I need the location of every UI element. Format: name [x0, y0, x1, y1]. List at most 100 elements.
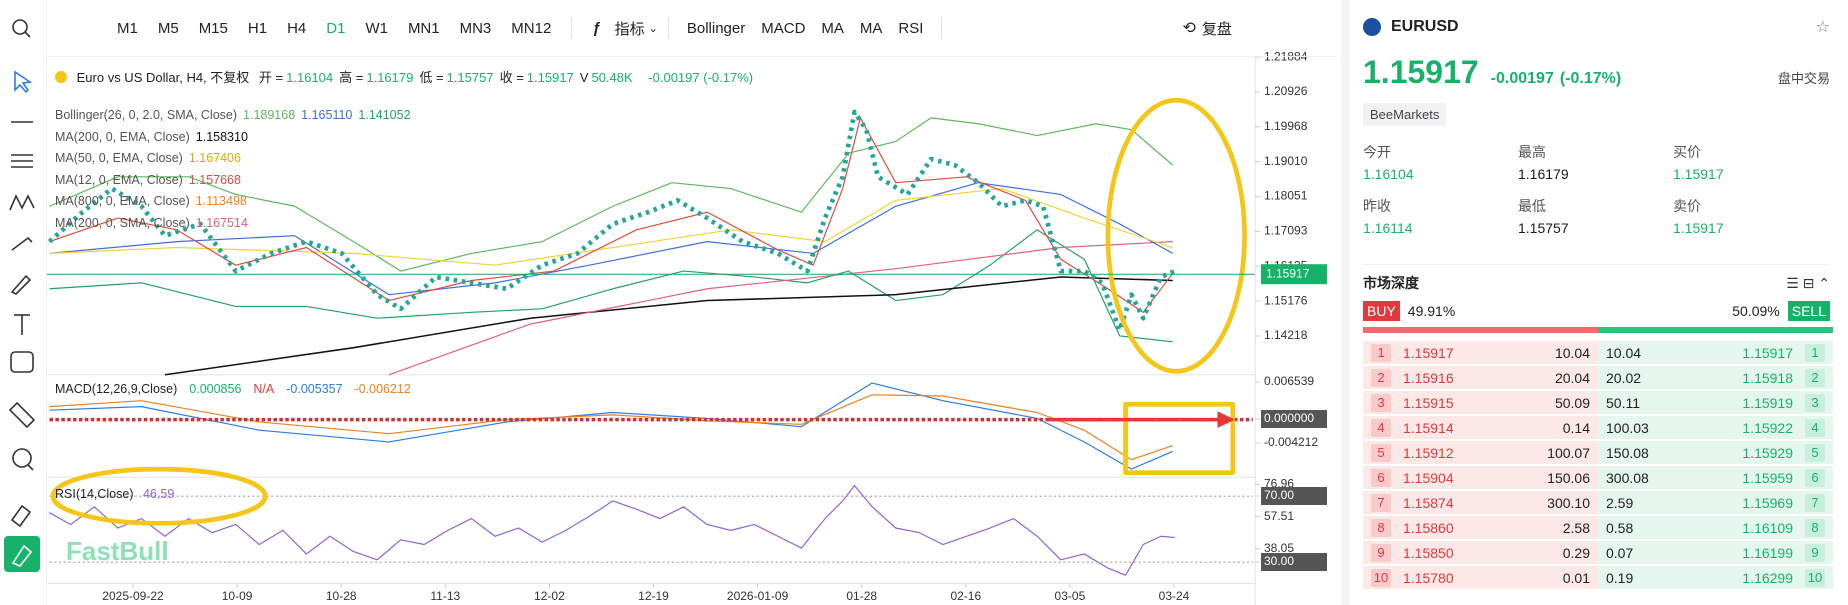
timeframe-button[interactable]: MN12: [511, 19, 552, 37]
favorite-star[interactable]: ☆: [1815, 19, 1830, 36]
date-label: 02-16: [950, 589, 981, 603]
timeframe-button[interactable]: M5: [157, 19, 179, 37]
sell-label: SELL: [1787, 301, 1830, 321]
broker-tag: BeeMarkets: [1363, 103, 1447, 126]
bid-volume: 100.07: [1547, 444, 1590, 461]
timeframe-button[interactable]: M1: [117, 19, 138, 37]
date-label: 10-28: [326, 589, 357, 603]
field-label: 低 =: [419, 70, 444, 85]
depth-ratio-bar: [1363, 327, 1833, 333]
bid-side: 7 1.15874 300.10: [1363, 491, 1598, 514]
ask-volume: 0.19: [1606, 569, 1634, 586]
bid-index: 6: [1371, 468, 1391, 487]
rsi-tick-label: 70.00: [1264, 488, 1294, 502]
ask-price: 1.16199: [1742, 544, 1793, 561]
book-row: 4 1.15914 0.14 100.03 1.15922 4: [1363, 415, 1833, 440]
bid-index: 3: [1371, 393, 1391, 412]
indicator-button[interactable]: MA: [859, 19, 883, 37]
book-row: 8 1.15860 2.58 0.58 1.16109 8: [1363, 515, 1833, 540]
study-value: 1.157668: [188, 172, 241, 187]
ask-price: 1.15959: [1742, 469, 1793, 486]
book-row: 7 1.15874 300.10 2.59 1.15969 7: [1363, 490, 1833, 515]
stats-row: 昨收 1.16114 最低 1.15757 卖价 1.15917: [1363, 196, 1830, 236]
ask-price: 1.15918: [1742, 369, 1793, 386]
indicator-menu[interactable]: 指标: [614, 20, 645, 38]
indicator-button[interactable]: Bollinger: [686, 19, 746, 37]
ask-volume: 20.02: [1606, 369, 1642, 386]
timeframe-button[interactable]: D1: [326, 19, 346, 37]
bid-price: 1.15850: [1403, 544, 1454, 561]
study-legend: MA(800, 0, EMA, Close) 1.113498: [55, 194, 253, 208]
rsi-tick-label: 38.05: [1264, 541, 1294, 555]
bid-price: 1.15860: [1403, 519, 1454, 536]
ask-side: 0.58 1.16109 8: [1598, 516, 1833, 539]
indicator-button[interactable]: MACD: [761, 19, 806, 37]
indicator-button[interactable]: RSI: [898, 19, 924, 37]
date-label: 03-05: [1055, 589, 1086, 603]
date-label: 12-02: [534, 589, 565, 603]
bid-volume: 10.04: [1554, 344, 1590, 361]
stat: 买价 1.15917: [1673, 142, 1828, 182]
replay-button[interactable]: 复盘: [1201, 20, 1232, 38]
timeframe-button[interactable]: H1: [247, 19, 268, 37]
ask-side: 100.03 1.15922 4: [1598, 416, 1833, 439]
date-label: 01-28: [846, 589, 877, 603]
stat-label: 最高: [1518, 144, 1546, 160]
bid-price: 1.15780: [1403, 569, 1454, 586]
rsi-tick-box: [1261, 486, 1327, 505]
symbol: EURUSD: [1391, 18, 1459, 35]
ask-side: 20.02 1.15918 2: [1598, 366, 1833, 389]
ask-price: 1.15929: [1742, 444, 1793, 461]
timeframe-button[interactable]: W1: [365, 19, 388, 37]
price-tick-label: 1.19010: [1264, 154, 1308, 168]
bid-side: 4 1.15914 0.14: [1363, 416, 1598, 439]
study-name: MA(200, 0, EMA, Close): [55, 129, 190, 144]
field-label: V: [579, 70, 589, 85]
bid-price: 1.15917: [1403, 344, 1454, 361]
bid-side: 2 1.15916 20.04: [1363, 366, 1598, 389]
ask-price: 1.15919: [1742, 394, 1793, 411]
price-tick-label: 1.19968: [1264, 119, 1308, 133]
stat-value: 1.15917: [1673, 166, 1724, 182]
book-row: 10 1.15780 0.01 0.19 1.16299 10: [1363, 565, 1833, 590]
bid-volume: 0.14: [1562, 419, 1590, 436]
quote-stats: 今开 1.16104 最高 1.16179 买价 1.15917 昨收 1.16114 最低 1.…: [1363, 142, 1830, 236]
price-change-pct: (-0.17%): [1559, 70, 1622, 87]
bid-volume: 20.04: [1554, 369, 1590, 386]
price-tick-label: 1.15176: [1264, 293, 1308, 307]
bid-price: 1.15904: [1403, 469, 1454, 486]
bid-price: 1.15912: [1403, 444, 1454, 461]
rsi-tick-box: [1261, 553, 1327, 572]
stat: 昨收 1.16114: [1363, 196, 1518, 236]
timeframe-button[interactable]: MN3: [459, 19, 492, 37]
timeframe-button[interactable]: H4: [287, 19, 307, 37]
indicator-button[interactable]: MA: [821, 19, 844, 37]
macd-value: N/A: [253, 382, 275, 396]
macd-legend: MACD(12,26,9,Close) 0.000856 N/A -0.005357-…: [55, 382, 423, 396]
bid-volume: 50.09: [1554, 394, 1590, 411]
ask-volume: 10.04: [1606, 344, 1642, 361]
timeframe-button[interactable]: M15: [198, 19, 228, 37]
ask-volume: 100.03: [1606, 419, 1649, 436]
ask-volume: 150.08: [1606, 444, 1649, 461]
chart-canvas: 1.218841.209261.199681.190101.180511.170…: [47, 49, 1327, 605]
book-row: 3 1.15915 50.09 50.11 1.15919 3: [1363, 390, 1833, 415]
bid-index: 1: [1371, 343, 1391, 362]
bid-side: 6 1.15904 150.06: [1363, 466, 1598, 489]
chart-title: Euro vs US Dollar, H4, 不复权: [76, 70, 250, 85]
timeframe-button[interactable]: MN1: [407, 19, 440, 37]
stat-value: 1.15757: [1518, 220, 1569, 236]
ask-volume: 0.58: [1606, 519, 1634, 536]
book-row: 9 1.15850 0.29 0.07 1.16199 9: [1363, 540, 1833, 565]
ask-index: 6: [1805, 468, 1825, 487]
depth-title: 市场深度: [1363, 275, 1419, 291]
ask-volume: 2.59: [1606, 494, 1634, 511]
price-tick-label: 1.17093: [1264, 224, 1308, 238]
macd-value: -0.006212: [354, 382, 411, 396]
study-name: MA(12, 0, EMA, Close): [55, 172, 183, 187]
study-legend: MA(50, 0, EMA, Close) 1.167406: [55, 151, 247, 165]
field-value: 1.15757: [446, 70, 494, 85]
ask-index: 8: [1805, 518, 1825, 537]
macd-tick-box: [1261, 410, 1327, 429]
